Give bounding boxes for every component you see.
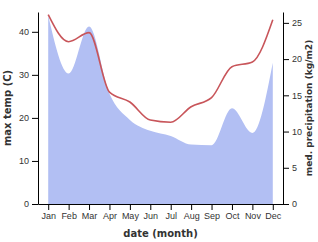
- tick-mark: [69, 204, 70, 210]
- tick-mark: [283, 59, 289, 60]
- tick-mark: [171, 204, 172, 210]
- y2-axis: 0 5 10 15 20 25: [283, 13, 302, 210]
- tick-label: Feb: [61, 211, 77, 221]
- tick-mark: [150, 204, 151, 210]
- tick-mark: [32, 75, 38, 76]
- tick-label: Sep: [204, 211, 220, 221]
- precipitation-area: [48, 16, 273, 204]
- axis-line: [283, 13, 284, 205]
- tick: Oct: [225, 204, 240, 221]
- tick-label: Dec: [265, 211, 282, 221]
- chart: Jan Feb Mar Apr May Jun Jul Aug Sep Oct NovDec 0 10 2…: [0, 0, 318, 242]
- tick: Jun: [144, 204, 159, 221]
- temperature-line: [48, 15, 273, 123]
- plot: Jan Feb Mar Apr May Jun Jul Aug Sep Oct NovDec 0 10 2…: [19, 13, 302, 222]
- tick-label: Nov: [245, 211, 262, 221]
- y-axis-title: max temp (C): [2, 70, 13, 146]
- tick: 20: [283, 54, 302, 64]
- tick-label: Jul: [165, 211, 177, 221]
- tick: Apr: [103, 204, 117, 221]
- tick: 0: [24, 199, 38, 209]
- tick: 40: [19, 27, 38, 37]
- tick-label: Oct: [225, 211, 240, 221]
- tick-mark: [130, 204, 131, 210]
- tick-mark: [32, 161, 38, 162]
- tick: 10: [283, 127, 302, 137]
- tick-mark: [48, 204, 49, 210]
- y2-axis-title: med. precipitation (kg/m2): [304, 40, 314, 176]
- tick-label: 10: [19, 156, 29, 166]
- tick: Nov: [245, 204, 262, 221]
- tick-mark: [283, 168, 289, 169]
- tick: Jul: [165, 204, 177, 221]
- tick-label: 20: [292, 54, 302, 64]
- tick-label: 30: [19, 70, 29, 80]
- tick-label: 5: [292, 163, 297, 173]
- tick-label: Jun: [144, 211, 159, 221]
- tick-label: 40: [19, 27, 29, 37]
- tick-label: Mar: [82, 211, 98, 221]
- tick-label: 25: [292, 18, 302, 28]
- tick: Mar: [82, 204, 98, 221]
- tick: Sep: [204, 204, 220, 221]
- tick-label: May: [122, 211, 140, 221]
- tick-mark: [283, 23, 289, 24]
- tick-mark: [252, 204, 253, 210]
- tick: May: [122, 204, 140, 221]
- y-axis: 0 10 20 30 40: [19, 13, 39, 210]
- axis-line: [39, 204, 284, 205]
- x-axis: Jan Feb Mar Apr May Jun Jul Aug Sep Oct NovDec: [39, 204, 284, 221]
- tick: 10: [19, 156, 38, 166]
- tick-mark: [273, 204, 274, 210]
- tick: 15: [283, 91, 302, 101]
- tick-mark: [283, 95, 289, 96]
- tick-mark: [89, 204, 90, 210]
- tick: Jan: [41, 204, 56, 221]
- tick-mark: [283, 204, 289, 205]
- tick: Dec: [265, 204, 282, 221]
- tick: 25: [283, 18, 302, 28]
- tick-label: Jan: [41, 211, 56, 221]
- marks: [48, 15, 273, 204]
- axis-line: [38, 13, 39, 205]
- tick-mark: [283, 132, 289, 133]
- tick-label: 10: [292, 127, 302, 137]
- tick-label: 20: [19, 113, 29, 123]
- tick: 5: [283, 163, 297, 173]
- tick: Feb: [61, 204, 77, 221]
- tick-mark: [32, 32, 38, 33]
- tick-label: Apr: [103, 211, 117, 221]
- tick-mark: [109, 204, 110, 210]
- tick-label: 15: [292, 91, 302, 101]
- tick-mark: [32, 118, 38, 119]
- tick-mark: [232, 204, 233, 210]
- x-axis-title: date (month): [123, 228, 197, 239]
- tick-label: 0: [292, 199, 297, 209]
- tick: 0: [283, 199, 297, 209]
- tick-mark: [212, 204, 213, 210]
- tick: 30: [19, 70, 38, 80]
- tick: 20: [19, 113, 38, 123]
- tick-label: Aug: [184, 211, 200, 221]
- tick-label: 0: [24, 199, 29, 209]
- tick: Aug: [184, 204, 200, 221]
- tick-mark: [32, 204, 38, 205]
- tick-mark: [191, 204, 192, 210]
